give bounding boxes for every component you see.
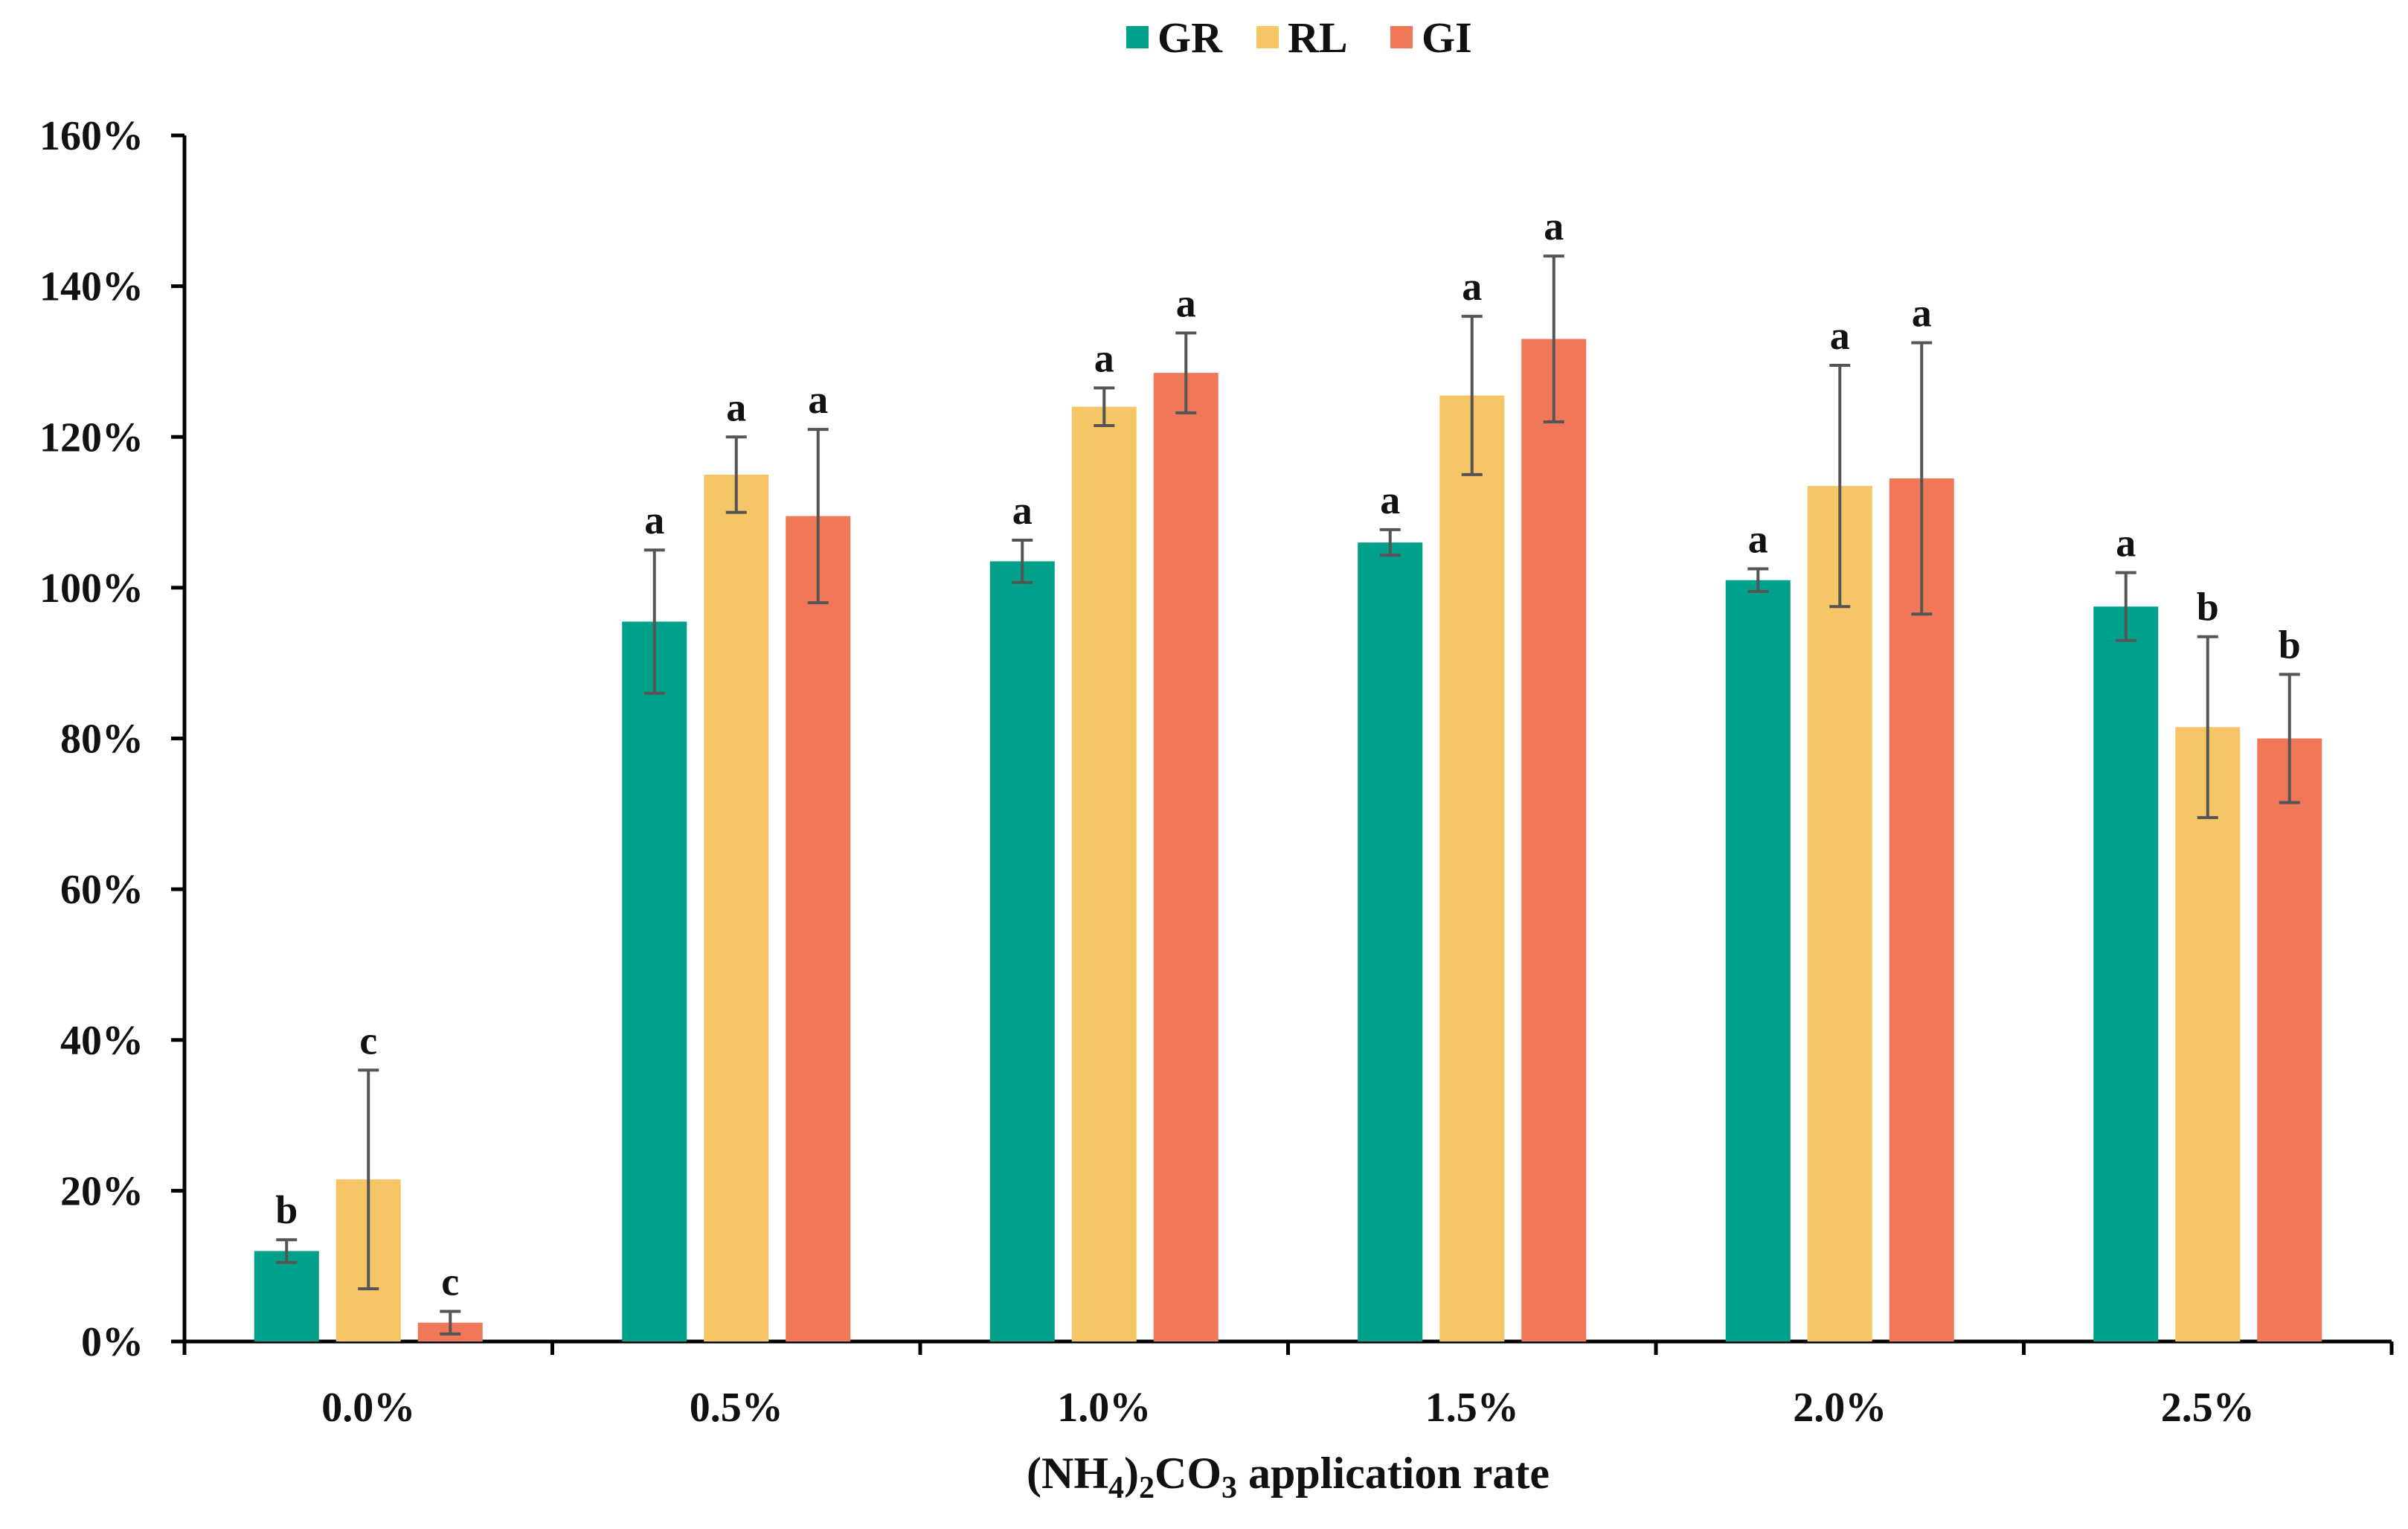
x-axis-title-subscript: 4 (1108, 1471, 1124, 1505)
x-axis-title-subscript: 2 (1139, 1471, 1155, 1505)
x-tick-label: 0.0% (321, 1385, 415, 1431)
bar-gr (2093, 606, 2159, 1342)
error-bars (276, 254, 2300, 1336)
bar-gr (989, 561, 1055, 1342)
y-tick-label: 100% (39, 565, 144, 612)
bar-rl (1439, 395, 1505, 1342)
significance-letter: b (2197, 585, 2219, 629)
bar-gi (1521, 339, 1587, 1342)
significance-letter: a (1176, 281, 1196, 325)
x-axis-title-subscript: 3 (1221, 1471, 1237, 1505)
y-tick-label: 60% (60, 867, 144, 913)
x-tick-label: 2.5% (2161, 1385, 2255, 1431)
y-tick-label: 40% (60, 1018, 144, 1064)
bar-rl (1807, 486, 1872, 1342)
y-tick-label: 120% (39, 414, 144, 461)
x-ticks: 0.0% 0.5% 1.0% 1.5% 2.0% 2.5% (182, 1342, 2394, 1431)
x-tick-label: 0.5% (690, 1385, 783, 1431)
bar-gi (2257, 738, 2322, 1342)
significance-letter: c (441, 1259, 459, 1304)
y-tick-label: 160% (39, 113, 144, 159)
significance-labels: b a a a a a c a a a a b c a a a a b (275, 204, 2301, 1304)
x-tick-label: 1.0% (1057, 1385, 1151, 1431)
significance-letter: a (1830, 313, 1850, 358)
significance-letter: a (726, 385, 746, 429)
significance-letter: a (1380, 478, 1400, 522)
bar-gr (1725, 580, 1791, 1342)
significance-letter: c (359, 1018, 377, 1062)
significance-letter: a (1012, 488, 1033, 533)
y-tick-label: 140% (39, 264, 144, 310)
x-tick-label: 2.0% (1793, 1385, 1887, 1431)
legend-label-gr: GR (1158, 13, 1223, 62)
bar-gr (1358, 542, 1423, 1342)
x-axis-title: (NH4)2CO3 application rate (1027, 1449, 1550, 1505)
x-axis-title-text: ) (1124, 1449, 1139, 1498)
significance-letter: a (1462, 264, 1482, 309)
legend-label-rl: RL (1288, 13, 1348, 62)
legend-swatch-gr (1126, 26, 1149, 48)
bar-rl (1071, 406, 1137, 1342)
significance-letter: a (2116, 521, 2136, 565)
significance-letter: b (2279, 622, 2301, 667)
x-tick-label: 1.5% (1425, 1385, 1519, 1431)
y-tick-label: 80% (60, 717, 144, 763)
significance-letter: a (1748, 517, 1768, 562)
legend-label-gi: GI (1422, 13, 1472, 62)
bar-gi (1153, 373, 1219, 1342)
bar-gi (1889, 478, 1954, 1342)
significance-letter: a (1094, 336, 1114, 380)
bar-rl (2175, 727, 2241, 1342)
significance-letter: a (644, 498, 664, 542)
significance-letter: a (1544, 204, 1564, 249)
y-tick-label: 0% (81, 1319, 144, 1365)
x-axis-title-text: application rate (1237, 1449, 1550, 1498)
bars (254, 339, 2322, 1342)
axes (182, 135, 2392, 1344)
y-ticks: 0% 20% 40% 60% 80% 100% 120% 140% 160% (39, 113, 184, 1365)
bar-rl (704, 474, 769, 1342)
significance-letter: a (808, 377, 828, 422)
bar-gr (254, 1251, 319, 1342)
legend-swatch-rl (1256, 26, 1279, 48)
bar-gi (786, 516, 851, 1342)
significance-letter: b (275, 1187, 298, 1232)
bar-gr (622, 621, 687, 1342)
legend-swatch-gi (1390, 26, 1413, 48)
x-axis-title-text: CO (1155, 1449, 1221, 1498)
y-tick-label: 20% (60, 1168, 144, 1214)
legend: GR RL GI (1126, 13, 1472, 62)
x-axis-title-text: (NH (1027, 1449, 1108, 1498)
significance-letter: a (1912, 291, 1932, 336)
